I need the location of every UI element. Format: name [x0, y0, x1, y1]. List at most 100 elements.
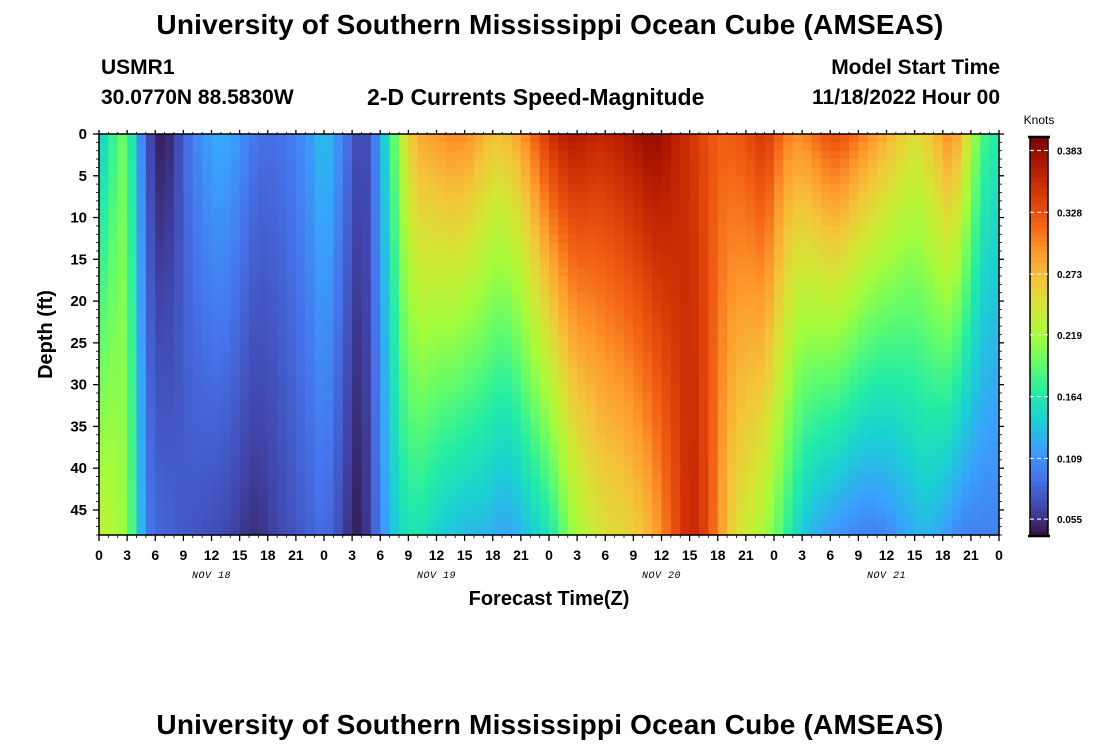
heatmap-cell	[445, 192, 456, 202]
heatmap-cell	[258, 468, 269, 478]
heatmap-cell	[839, 317, 850, 327]
heatmap-cell	[755, 276, 766, 285]
heatmap-cell	[933, 242, 944, 252]
heatmap-cell	[417, 376, 428, 386]
heatmap-cell	[849, 242, 859, 252]
heatmap-cell	[839, 259, 850, 269]
heatmap-cell	[699, 459, 709, 469]
heatmap-cell	[942, 401, 953, 411]
heatmap-cell	[727, 309, 738, 319]
heatmap-cell	[605, 134, 616, 143]
x-tick-label: 18	[485, 547, 501, 563]
heatmap-cell	[361, 459, 372, 469]
heatmap-cell	[595, 292, 606, 302]
heatmap-cell	[924, 526, 934, 536]
heatmap-cell	[792, 367, 803, 377]
heatmap-cell	[933, 217, 944, 227]
heatmap-cell	[905, 392, 916, 402]
heatmap-cell	[99, 150, 109, 160]
heatmap-cell	[145, 334, 156, 344]
heatmap-cell	[408, 317, 419, 327]
heatmap-cell	[567, 476, 578, 486]
heatmap-cell	[192, 200, 203, 210]
heatmap-cell	[595, 242, 606, 252]
heatmap-cell	[867, 476, 878, 486]
heatmap-cell	[670, 217, 681, 227]
heatmap-cell	[211, 159, 222, 169]
heatmap-cell	[117, 484, 128, 494]
heatmap-cell	[699, 359, 709, 369]
heatmap-cell	[530, 392, 541, 402]
heatmap-cell	[314, 250, 325, 260]
heatmap-cell	[99, 292, 109, 302]
heatmap-cell	[811, 326, 822, 336]
heatmap-cell	[877, 317, 888, 327]
heatmap-cell	[952, 409, 963, 419]
heatmap-cell	[764, 351, 775, 361]
heatmap-cell	[586, 250, 597, 260]
heatmap-cell	[239, 418, 250, 427]
heatmap-cell	[961, 526, 972, 536]
heatmap-cell	[905, 175, 916, 185]
heatmap-cell	[886, 267, 897, 277]
heatmap-cell	[652, 150, 663, 160]
heatmap-cell	[792, 209, 803, 219]
heatmap-cell	[567, 392, 578, 402]
heatmap-cell	[764, 209, 775, 219]
heatmap-cell	[361, 276, 372, 285]
heatmap-cell	[914, 526, 925, 536]
heatmap-cell	[511, 267, 522, 277]
x-tick-label: 15	[682, 547, 698, 563]
heatmap-cell	[117, 234, 128, 244]
heatmap-cell	[952, 225, 963, 235]
heatmap-cell	[727, 284, 738, 294]
heatmap-cell	[980, 526, 991, 536]
heatmap-cell	[895, 484, 906, 494]
heatmap-cell	[558, 225, 569, 235]
heatmap-cell	[980, 484, 991, 494]
heatmap-cell	[942, 359, 953, 369]
heatmap-cell	[755, 501, 766, 511]
heatmap-cell	[961, 134, 972, 143]
heatmap-cell	[155, 367, 166, 377]
heatmap-cell	[370, 493, 381, 503]
heatmap-cell	[539, 242, 550, 252]
heatmap-cell	[408, 384, 419, 394]
heatmap-cell	[127, 200, 138, 210]
heatmap-cell	[474, 167, 484, 177]
heatmap-cell	[858, 134, 869, 143]
heatmap-cell	[530, 451, 541, 461]
heatmap-cell	[867, 409, 878, 419]
heatmap-cell	[249, 192, 259, 202]
heatmap-cell	[867, 434, 878, 444]
heatmap-cell	[980, 351, 991, 361]
heatmap-cell	[192, 250, 203, 260]
heatmap-cell	[914, 451, 925, 461]
heatmap-cell	[886, 225, 897, 235]
heatmap-cell	[464, 334, 475, 344]
heatmap-cell	[549, 150, 559, 160]
heatmap-cell	[492, 459, 503, 469]
heatmap-cell	[642, 359, 653, 369]
heatmap-cell	[980, 493, 991, 503]
heatmap-cell	[99, 225, 109, 235]
heatmap-cell	[427, 484, 438, 494]
x-tick-label: 12	[654, 547, 670, 563]
heatmap-cell	[783, 392, 794, 402]
heatmap-cell	[736, 526, 747, 536]
heatmap-cell	[680, 292, 691, 302]
heatmap-cell	[980, 250, 991, 260]
heatmap-cell	[614, 200, 625, 210]
heatmap-cell	[127, 342, 138, 352]
heatmap-cell	[708, 418, 719, 427]
heatmap-cell	[408, 134, 419, 143]
heatmap-cell	[474, 434, 484, 444]
heatmap-cell	[811, 317, 822, 327]
heatmap-cell	[820, 509, 831, 519]
heatmap-cell	[136, 276, 147, 285]
heatmap-cell	[127, 209, 138, 219]
heatmap-cell	[727, 418, 738, 427]
heatmap-cell	[783, 359, 794, 369]
heatmap-cell	[727, 468, 738, 478]
heatmap-cell	[605, 317, 616, 327]
